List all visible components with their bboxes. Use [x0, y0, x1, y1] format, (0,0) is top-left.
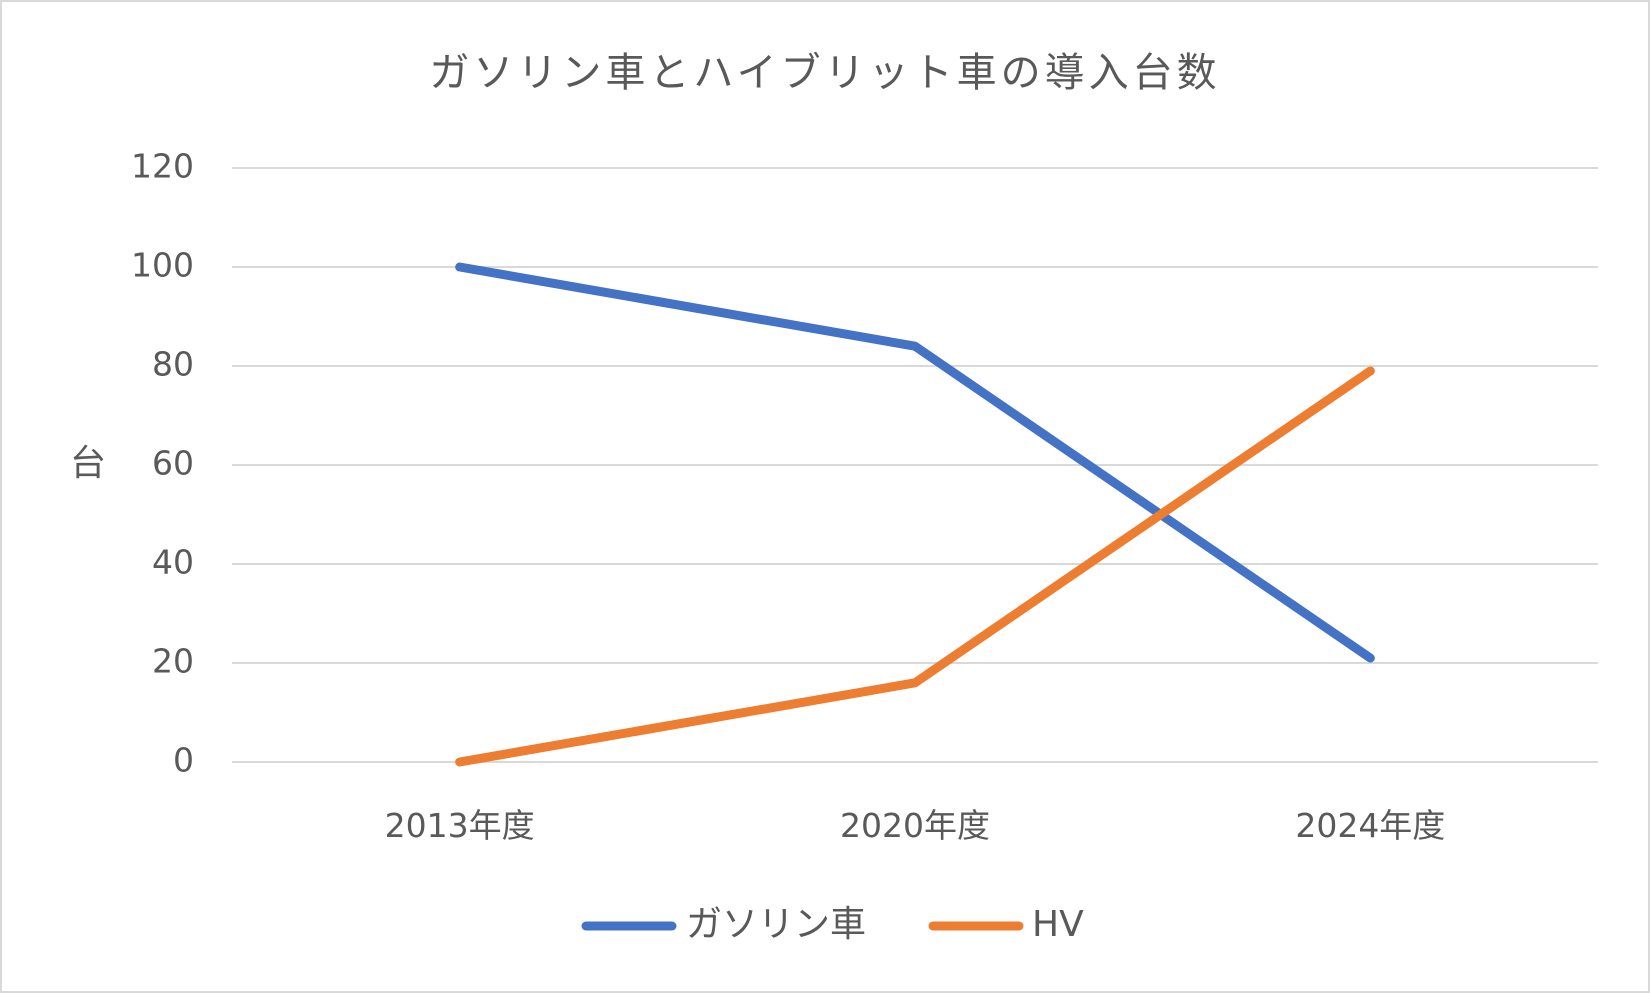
y-tick-label: 120 [131, 147, 194, 186]
series-lines [455, 262, 1375, 767]
gridlines [232, 167, 1598, 763]
legend-label: ガソリン車 [686, 904, 866, 945]
chart-title: ガソリン車とハイブリット車の導入台数 [429, 50, 1220, 96]
y-tick-label: 60 [152, 444, 194, 483]
y-tick-label: 100 [131, 246, 194, 285]
x-tick-label: 2024年度 [1295, 806, 1445, 845]
x-tick-label: 2013年度 [385, 806, 535, 845]
y-tick-label: 0 [173, 741, 194, 780]
legend-label: HV [1032, 904, 1084, 945]
y-tick-label: 80 [152, 345, 194, 384]
y-axis-label: 台 [70, 443, 106, 484]
y-tick-labels: 0 20 40 60 80 100 120 [131, 147, 194, 780]
x-tick-label: 2020年度 [840, 806, 990, 845]
y-tick-label: 40 [152, 543, 194, 582]
legend: ガソリン車 HV [581, 904, 1084, 945]
x-tick-labels: 2013年度 2020年度 2024年度 [385, 806, 1446, 845]
y-tick-label: 20 [152, 642, 194, 681]
